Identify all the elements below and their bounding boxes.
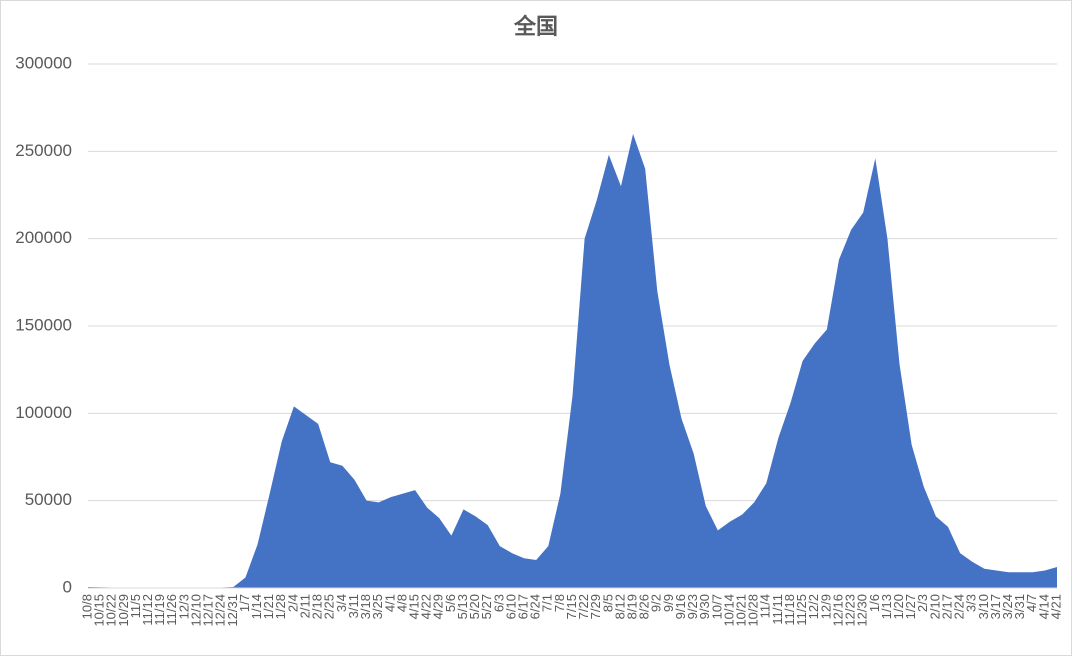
x-tick-label: 1/27 bbox=[903, 594, 918, 619]
x-tick-label: 5/13 bbox=[455, 594, 470, 619]
x-tick-label: 8/19 bbox=[625, 594, 640, 619]
x-tick-label: 11/25 bbox=[794, 594, 809, 626]
x-tick-label: 7/1 bbox=[540, 594, 555, 612]
x-tick-label: 1/21 bbox=[261, 594, 276, 619]
x-tick-label: 7/8 bbox=[552, 594, 567, 612]
x-tick-label: 6/24 bbox=[528, 594, 543, 619]
x-tick-label: 11/18 bbox=[782, 594, 797, 626]
x-tick-label: 2/10 bbox=[927, 594, 942, 619]
x-tick-label: 12/16 bbox=[830, 594, 845, 627]
x-tick-label: 12/30 bbox=[855, 594, 870, 627]
x-tick-label: 11/12 bbox=[140, 594, 155, 626]
x-tick-label: 4/29 bbox=[431, 594, 446, 619]
x-tick-label: 4/1 bbox=[382, 594, 397, 612]
y-tick-label: 0 bbox=[63, 577, 72, 596]
x-tick-label: 11/4 bbox=[758, 594, 773, 618]
x-tick-label: 12/17 bbox=[201, 594, 216, 627]
x-tick-label: 9/30 bbox=[697, 594, 712, 619]
x-tick-label: 12/9 bbox=[818, 594, 833, 619]
x-tick-label: 3/31 bbox=[1012, 594, 1027, 619]
x-tick-label: 2/4 bbox=[285, 594, 300, 612]
x-tick-label: 6/10 bbox=[503, 594, 518, 619]
x-tick-label: 12/2 bbox=[806, 594, 821, 619]
x-tick-label: 8/26 bbox=[637, 594, 652, 619]
x-tick-label: 3/25 bbox=[370, 594, 385, 619]
x-tick-label: 10/15 bbox=[92, 594, 107, 627]
area bbox=[88, 133, 1057, 588]
x-tick-label: 12/31 bbox=[225, 594, 240, 627]
x-tick-label: 11/26 bbox=[164, 594, 179, 626]
x-tick-label: 10/29 bbox=[116, 594, 131, 627]
x-tick-label: 2/17 bbox=[939, 594, 954, 619]
x-tick-label: 9/23 bbox=[685, 594, 700, 619]
x-tick-label: 10/14 bbox=[721, 594, 736, 627]
x-tick-label: 9/16 bbox=[673, 594, 688, 619]
x-tick-label: 12/23 bbox=[843, 594, 858, 627]
x-tick-label: 9/9 bbox=[661, 594, 676, 612]
x-tick-label: 12/24 bbox=[213, 594, 228, 627]
x-tick-label: 4/22 bbox=[419, 594, 434, 619]
x-tick-label: 2/18 bbox=[310, 594, 325, 619]
x-tick-label: 5/20 bbox=[467, 594, 482, 619]
x-tick-label: 1/28 bbox=[273, 594, 288, 619]
x-tick-label: 3/18 bbox=[358, 594, 373, 619]
y-tick-label: 300000 bbox=[15, 53, 72, 72]
x-tick-label: 7/29 bbox=[588, 594, 603, 619]
x-tick-label: 10/22 bbox=[104, 594, 119, 627]
x-tick-label: 12/10 bbox=[188, 594, 203, 627]
x-tick-label: 9/2 bbox=[649, 594, 664, 612]
x-tick-label: 2/3 bbox=[915, 594, 930, 612]
y-tick-label: 50000 bbox=[25, 490, 72, 509]
x-tick-label: 11/19 bbox=[152, 594, 167, 626]
x-tick-label: 4/15 bbox=[406, 594, 421, 619]
y-tick-label: 150000 bbox=[15, 315, 72, 334]
x-tick-label: 5/27 bbox=[479, 594, 494, 619]
x-tick-label: 1/6 bbox=[867, 594, 882, 612]
x-tick-label: 3/4 bbox=[334, 594, 349, 612]
x-tick-label: 3/3 bbox=[964, 594, 979, 612]
x-tick-label: 4/8 bbox=[394, 594, 409, 612]
x-tick-label: 7/22 bbox=[576, 594, 591, 619]
x-tick-label: 6/17 bbox=[515, 594, 530, 619]
x-tick-label: 4/21 bbox=[1048, 594, 1063, 619]
x-tick-label: 2/11 bbox=[297, 594, 312, 618]
x-tick-label: 1/14 bbox=[249, 594, 264, 619]
x-tick-label: 11/5 bbox=[128, 594, 143, 618]
x-tick-label: 8/5 bbox=[600, 594, 615, 612]
x-tick-label: 1/7 bbox=[237, 594, 252, 612]
x-tick-label: 10/7 bbox=[709, 594, 724, 619]
y-tick-label: 100000 bbox=[15, 403, 72, 422]
y-tick-label: 250000 bbox=[15, 141, 72, 160]
x-tick-label: 5/6 bbox=[443, 594, 458, 612]
x-tick-label: 3/10 bbox=[976, 594, 991, 619]
x-tick-label: 3/24 bbox=[1000, 594, 1015, 619]
x-tick-label: 1/20 bbox=[891, 594, 906, 619]
x-tick-label: 3/17 bbox=[988, 594, 1003, 619]
x-tick-label: 3/11 bbox=[346, 594, 361, 618]
x-tick-label: 11/11 bbox=[770, 594, 785, 625]
x-tick-label: 10/8 bbox=[79, 594, 94, 619]
x-tick-label: 10/21 bbox=[734, 594, 749, 627]
x-tick-label: 10/28 bbox=[746, 594, 761, 627]
x-tick-label: 1/13 bbox=[879, 594, 894, 619]
x-tick-label: 4/14 bbox=[1036, 594, 1051, 619]
x-tick-label: 8/12 bbox=[612, 594, 627, 619]
x-tick-label: 7/15 bbox=[564, 594, 579, 619]
x-tick-label: 2/25 bbox=[322, 594, 337, 619]
y-tick-label: 200000 bbox=[15, 228, 72, 247]
x-tick-label: 4/7 bbox=[1024, 594, 1039, 612]
x-tick-label: 6/3 bbox=[491, 594, 506, 612]
chart-title: 全国 bbox=[513, 14, 558, 39]
x-tick-label: 2/24 bbox=[952, 594, 967, 619]
x-tick-label: 12/3 bbox=[176, 594, 191, 619]
